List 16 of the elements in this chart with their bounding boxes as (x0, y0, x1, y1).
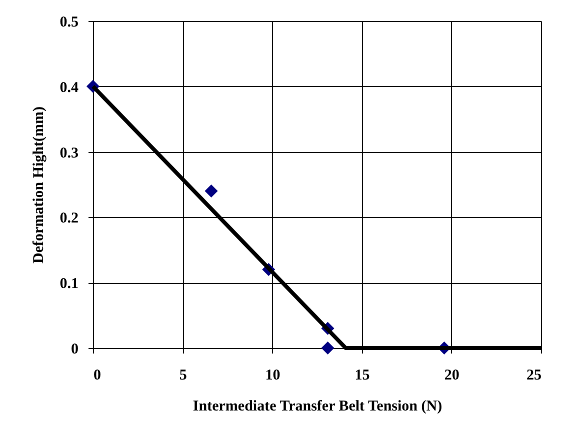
y-tick-label: 0 (71, 342, 78, 358)
point (321, 341, 334, 355)
y-tick-label: 0.3 (60, 145, 78, 162)
x-tick-label: 20 (444, 368, 460, 384)
point (204, 184, 218, 198)
x-tick-label: 0 (94, 368, 101, 384)
x-tick-label: 10 (265, 368, 280, 384)
y-tick-label: 0.4 (60, 80, 79, 96)
y-tick-label: 0.2 (60, 210, 78, 227)
x-tick-label: 25 (526, 368, 542, 384)
y-tick-label: 0.5 (60, 14, 78, 30)
x-tick-label: 15 (354, 368, 370, 384)
y-axis-title: Deformation Hight(mm) (30, 106, 47, 264)
x-axis-title: Intermediate Transfer Belt Tension (N) (192, 398, 442, 414)
x-tick-label: 5 (179, 368, 187, 384)
y-tick-label: 0.1 (60, 276, 78, 292)
